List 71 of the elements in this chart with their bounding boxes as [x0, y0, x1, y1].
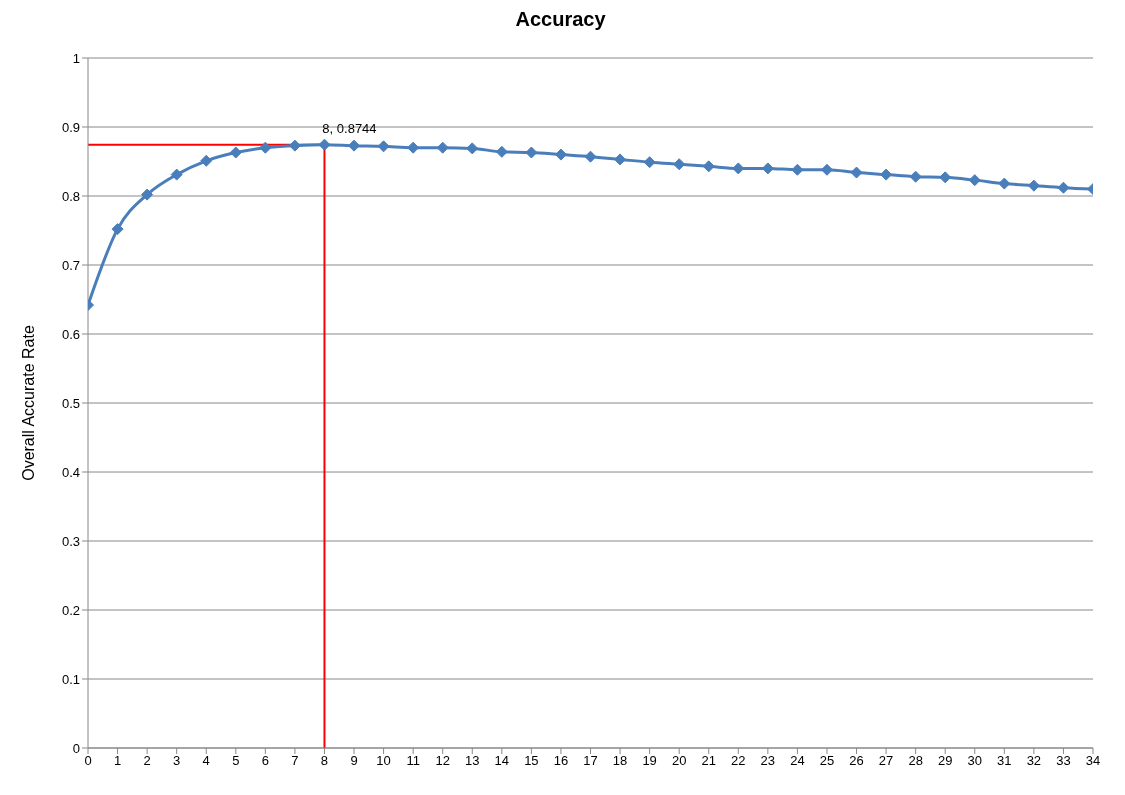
point	[170, 168, 183, 181]
point	[939, 171, 952, 184]
x-tick-label: 21	[701, 753, 716, 769]
point	[554, 148, 567, 161]
x-tick-label: 22	[731, 753, 746, 769]
y-tick-label: 0.8	[61, 188, 80, 204]
point	[702, 160, 715, 173]
y-tick-label: 0.2	[61, 602, 80, 618]
point	[584, 150, 597, 163]
x-tick-label: 31	[997, 753, 1012, 769]
x-tick-label: 5	[232, 753, 240, 769]
x-tick-label: 33	[1056, 753, 1071, 769]
y-tick-label: 0.5	[61, 395, 80, 411]
point	[614, 153, 627, 166]
x-tick-label: 11	[406, 753, 420, 769]
point	[850, 166, 863, 179]
y-tick-label: 0.1	[61, 671, 80, 687]
x-tick-label: 29	[937, 753, 953, 769]
x-tick-label: 15	[524, 753, 539, 769]
x-tick-label: 24	[790, 753, 805, 769]
point	[141, 188, 154, 201]
x-tick-label: 14	[494, 753, 510, 769]
x-tick-label: 27	[878, 753, 894, 769]
y-tick-label: 0.9	[61, 119, 80, 135]
point	[259, 141, 272, 154]
point	[229, 146, 242, 159]
x-tick-label: 2	[143, 753, 151, 769]
x-tick-label: 1	[113, 753, 122, 769]
x-tick-label: 17	[583, 753, 598, 769]
x-tick-label: 25	[819, 753, 835, 769]
x-tick-label: 34	[1085, 753, 1101, 769]
point	[791, 163, 804, 176]
x-tick-label: 32	[1026, 753, 1042, 769]
annotation: 8, 0.8744	[322, 120, 377, 136]
y-tick-label: 0.6	[61, 326, 80, 342]
y-tick-label: 0.7	[61, 257, 80, 273]
point	[111, 223, 124, 236]
x-tick-label: 18	[612, 753, 628, 769]
point	[643, 156, 656, 169]
point	[998, 177, 1011, 190]
x-tick-label: 0	[84, 753, 92, 769]
x-tick-label: 26	[849, 753, 864, 769]
point	[1027, 179, 1040, 192]
point	[495, 145, 508, 158]
point	[466, 142, 479, 155]
y-axis-title: Overall Accurate Rate	[19, 325, 37, 481]
x-tick-label: 8	[320, 753, 329, 769]
x-tick-label: 19	[642, 753, 657, 769]
point	[1057, 181, 1070, 194]
y-tick-label: 1	[72, 50, 80, 66]
x-tick-label: 3	[173, 753, 181, 769]
y-tick-label: 0	[72, 740, 80, 756]
point	[673, 158, 686, 171]
x-tick-label: 13	[465, 753, 480, 769]
x-tick-label: 12	[435, 753, 450, 769]
x-tick-label: 9	[350, 753, 358, 769]
x-tick-label: 16	[553, 753, 569, 769]
x-tick-label: 7	[291, 753, 299, 769]
point	[909, 170, 922, 183]
point	[318, 138, 331, 151]
x-tick-label: 20	[671, 753, 687, 769]
x-tick-label: 23	[760, 753, 776, 769]
y-tick-label: 0.3	[61, 533, 80, 549]
point	[200, 154, 213, 167]
x-tick-label: 6	[261, 753, 269, 769]
x-tick-label: 28	[908, 753, 923, 769]
y-tick-label: 0.4	[61, 464, 80, 480]
x-tick-label: 4	[202, 753, 210, 769]
x-tick-label: 10	[376, 753, 391, 769]
chart-title: Accuracy	[514, 8, 607, 32]
x-tick-label: 30	[967, 753, 982, 769]
